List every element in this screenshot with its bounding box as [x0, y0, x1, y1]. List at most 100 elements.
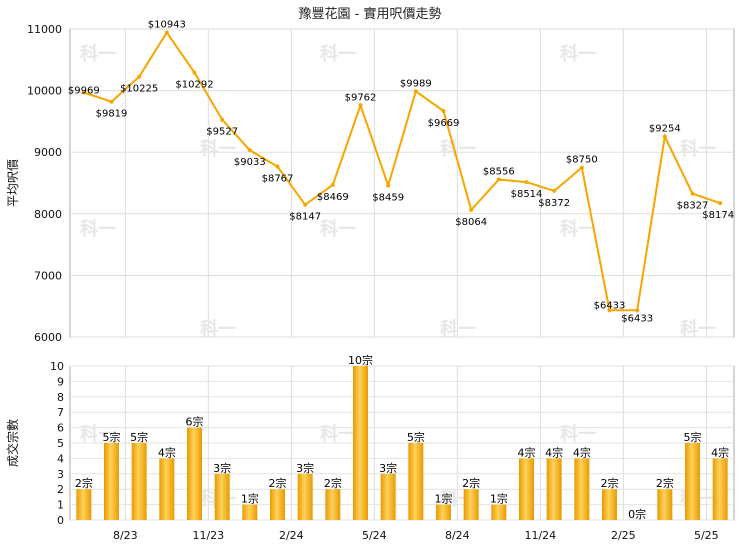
watermark-text: 科一: [440, 318, 476, 340]
count-y-tick-label: 8: [57, 391, 64, 404]
price-data-label: $8372: [538, 198, 570, 209]
count-y-tick-label: 7: [57, 406, 64, 419]
count-bar-label: 4宗: [158, 445, 176, 459]
x-tick-label: 5/24: [362, 529, 387, 542]
count-bar: [214, 473, 230, 520]
count-bar-label: 3宗: [296, 461, 314, 475]
count-y-tick-label: 6: [57, 422, 64, 435]
price-point: [358, 103, 363, 108]
count-bar: [325, 489, 341, 520]
price-point: [441, 108, 446, 113]
watermark-text: 科一: [80, 423, 116, 445]
count-bar: [712, 458, 728, 520]
price-point: [220, 117, 225, 122]
price-data-label: $10225: [120, 84, 158, 95]
count-bar-label: 5宗: [130, 430, 148, 444]
x-tick-label: 11/24: [524, 529, 556, 542]
count-bar-label: 4宗: [518, 445, 536, 459]
count-bar-label: 1宗: [435, 492, 453, 506]
price-point: [164, 30, 169, 35]
count-bar-labels: 2宗 5宗 5宗 4宗 6宗 3宗 1宗 2宗 3宗 2宗 10宗 3宗 5宗 1宗 2宗 1宗 4宗 4宗 4宗 2…: [75, 353, 729, 521]
price-data-label: $8064: [455, 217, 487, 228]
price-plot-area: [69, 28, 735, 338]
count-bar: [353, 366, 368, 520]
watermark-text: 科一: [680, 138, 716, 160]
price-point: [579, 165, 584, 170]
count-grid: [70, 365, 734, 521]
count-bar: [657, 489, 673, 520]
price-point: [635, 308, 640, 313]
price-point: [469, 207, 474, 212]
price-points: [81, 30, 723, 313]
count-y-axis-label: 成交宗數: [5, 419, 20, 467]
price-data-label: $8750: [566, 155, 598, 166]
count-bar-label: 4宗: [573, 445, 591, 459]
count-y-tick-label: 1: [57, 499, 64, 512]
count-bar: [685, 443, 700, 520]
count-bar: [408, 443, 424, 520]
price-point: [192, 70, 197, 75]
x-tick-label: 5/25: [694, 529, 719, 542]
price-point: [247, 148, 252, 153]
price-data-label: $9762: [345, 92, 377, 103]
price-point: [524, 180, 529, 185]
count-bar-label: 2宗: [462, 476, 480, 490]
x-tick-label: 8/24: [445, 529, 470, 542]
price-point: [137, 74, 142, 79]
count-bar: [131, 443, 147, 520]
price-data-label: $6433: [621, 313, 653, 324]
count-y-ticks: 0 1 2 3 4 5 6 7 8 9 10: [50, 360, 64, 527]
price-point: [386, 183, 391, 188]
price-y-tick-label: 7000: [34, 269, 62, 282]
count-bar-label: 1宗: [490, 492, 508, 506]
count-y-tick-label: 10: [50, 360, 64, 373]
price-y-ticks: 6000 7000 8000 9000 10000 11000: [27, 23, 62, 344]
count-bar-label: 2宗: [324, 476, 342, 490]
count-y-tick-label: 3: [57, 468, 64, 481]
count-bar: [76, 489, 92, 520]
watermark-text: 科一: [560, 218, 596, 240]
price-data-label: $9033: [234, 157, 266, 168]
count-bar: [602, 489, 617, 520]
price-point: [718, 201, 723, 206]
price-point: [552, 188, 557, 193]
count-bar-label: 5宗: [407, 430, 425, 444]
count-y-tick-label: 0: [57, 514, 64, 527]
count-bar-label: 0宗: [628, 507, 646, 521]
watermark-text: 科一: [560, 43, 596, 65]
count-bar: [104, 443, 119, 520]
price-y-tick-label: 8000: [34, 208, 62, 221]
count-bar-label: 3宗: [379, 461, 397, 475]
count-y-tick-label: 4: [57, 452, 64, 465]
x-tick-label: 11/23: [192, 529, 224, 542]
count-bar: [242, 504, 258, 520]
count-bar-label: 6宗: [186, 415, 204, 429]
watermark-text: 科一: [440, 138, 476, 160]
price-y-axis-label: 平均呎價: [6, 159, 20, 207]
price-point: [81, 90, 86, 95]
count-bar-label: 5宗: [103, 430, 121, 444]
count-bar-label: 5宗: [684, 430, 702, 444]
price-point: [275, 164, 280, 169]
price-data-label: $9819: [96, 109, 128, 120]
count-bar: [491, 504, 507, 520]
count-bar-label: 4宗: [711, 445, 729, 459]
count-y-tick-label: 5: [57, 437, 64, 450]
price-point: [413, 89, 418, 94]
price-point: [303, 202, 308, 207]
watermark-text: 科一: [320, 43, 356, 65]
price-data-label: $9254: [649, 124, 681, 135]
count-bar-label: 2宗: [656, 476, 674, 490]
count-bar: [297, 473, 313, 520]
price-point: [662, 134, 667, 139]
watermark-text: 科一: [80, 218, 116, 240]
price-data-labels: $9969 $9819 $10225 $10943 $10292 $9527 $9033 $8…: [68, 20, 734, 325]
price-point: [607, 308, 612, 313]
x-tick-label: 8/23: [113, 529, 138, 542]
price-data-label: $10292: [175, 80, 213, 91]
price-data-label: $8514: [511, 189, 543, 200]
price-point: [496, 177, 501, 182]
